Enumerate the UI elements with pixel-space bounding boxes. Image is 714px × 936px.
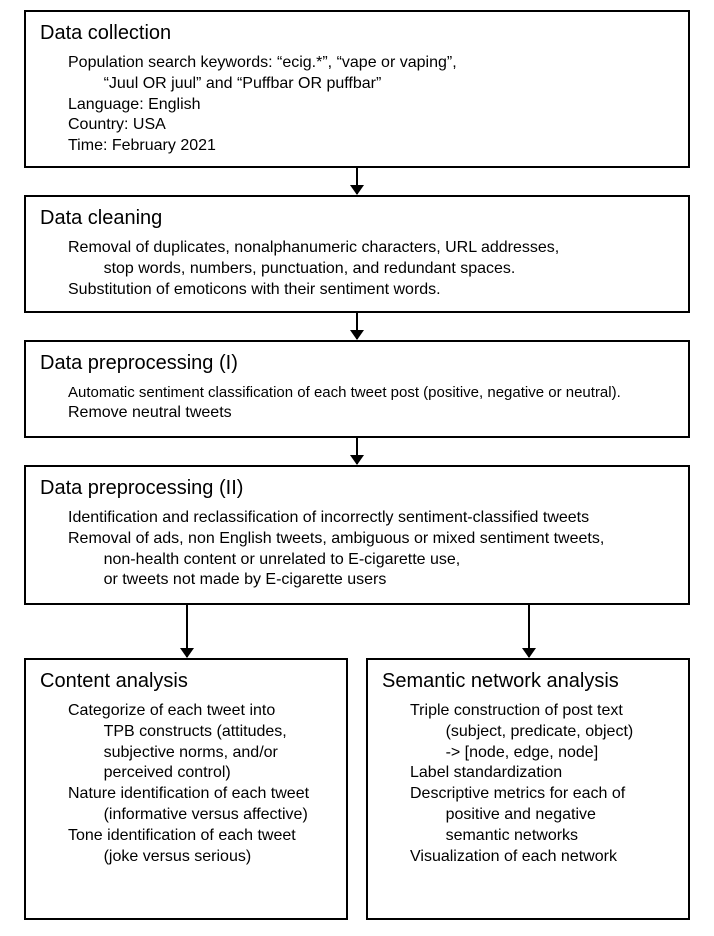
line: -> [node, edge, node] [382, 743, 674, 764]
line: Descriptive metrics for each of [382, 784, 674, 805]
line: “Juul OR juul” and “Puffbar OR puffbar” [40, 74, 674, 95]
line: subjective norms, and/or [40, 743, 332, 764]
box-preprocessing-2: Data preprocessing (II) Identification a… [24, 465, 690, 605]
box-preprocessing-1: Data preprocessing (I) Automatic sentime… [24, 340, 690, 438]
box-body: Population search keywords: “ecig.*”, “v… [40, 53, 674, 157]
line: Tone identification of each tweet [40, 826, 332, 847]
line: positive and negative [382, 805, 674, 826]
line: Time: February 2021 [40, 136, 674, 157]
box-title: Data preprocessing (I) [40, 352, 674, 375]
box-body: Identification and reclassification of i… [40, 508, 674, 591]
box-title: Data collection [40, 22, 674, 45]
box-data-cleaning: Data cleaning Removal of duplicates, non… [24, 195, 690, 313]
line: non-health content or unrelated to E-cig… [40, 550, 674, 571]
line: Removal of ads, non English tweets, ambi… [40, 529, 674, 550]
box-body: Automatic sentiment classification of ea… [40, 383, 674, 423]
flowchart-canvas: Data collection Population search keywor… [0, 0, 714, 936]
line: Identification and reclassification of i… [40, 508, 674, 529]
line: Automatic sentiment classification of ea… [40, 383, 674, 403]
line: Substitution of emoticons with their sen… [40, 280, 674, 301]
line: Removal of duplicates, nonalphanumeric c… [40, 238, 674, 259]
line: Language: English [40, 95, 674, 116]
line: (joke versus serious) [40, 847, 332, 868]
arrow-down-icon [356, 313, 358, 339]
box-data-collection: Data collection Population search keywor… [24, 10, 690, 168]
box-title: Data preprocessing (II) [40, 477, 674, 500]
box-semantic-network-analysis: Semantic network analysis Triple constru… [366, 658, 690, 920]
box-body: Categorize of each tweet into TPB constr… [40, 701, 332, 867]
box-title: Semantic network analysis [382, 670, 674, 693]
box-content-analysis: Content analysis Categorize of each twee… [24, 658, 348, 920]
line: Categorize of each tweet into [40, 701, 332, 722]
arrow-down-icon [356, 168, 358, 194]
line: Country: USA [40, 115, 674, 136]
box-body: Triple construction of post text (subjec… [382, 701, 674, 867]
box-title: Content analysis [40, 670, 332, 693]
box-body: Removal of duplicates, nonalphanumeric c… [40, 238, 674, 300]
line: Population search keywords: “ecig.*”, “v… [40, 53, 674, 74]
arrow-down-icon [356, 438, 358, 464]
line: Triple construction of post text [382, 701, 674, 722]
line: stop words, numbers, punctuation, and re… [40, 259, 674, 280]
arrow-down-icon [186, 605, 188, 657]
line: (subject, predicate, object) [382, 722, 674, 743]
arrow-down-icon [528, 605, 530, 657]
line: or tweets not made by E-cigarette users [40, 570, 674, 591]
line: Visualization of each network [382, 847, 674, 868]
line: Label standardization [382, 763, 674, 784]
line: Nature identification of each tweet [40, 784, 332, 805]
line: semantic networks [382, 826, 674, 847]
line: Remove neutral tweets [40, 403, 674, 424]
box-title: Data cleaning [40, 207, 674, 230]
line: TPB constructs (attitudes, [40, 722, 332, 743]
line: perceived control) [40, 763, 332, 784]
line: (informative versus affective) [40, 805, 332, 826]
